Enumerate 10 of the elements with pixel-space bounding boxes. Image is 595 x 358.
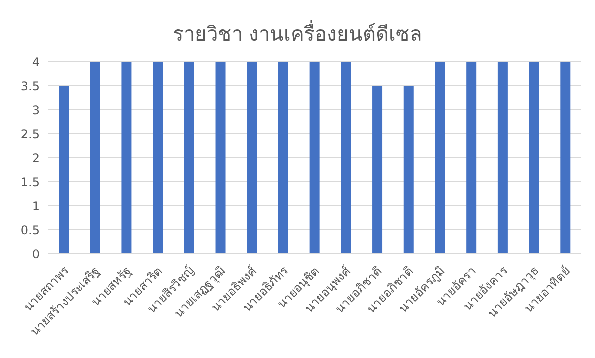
y-tick-label: 3	[32, 103, 40, 118]
y-tick-label: 2.5	[20, 127, 40, 142]
y-tick-label: 1	[32, 199, 40, 214]
chart-title: รายวิชา งานเครื่องยนต์ดีเซล	[172, 20, 424, 48]
y-tick-label: 1.5	[20, 175, 40, 190]
y-tick-label: 0.5	[20, 223, 40, 238]
y-tick-label: 0	[32, 247, 40, 262]
y-tick-label: 3.5	[20, 79, 40, 94]
y-tick-label: 2	[32, 151, 40, 166]
y-tick-label: 4	[32, 55, 40, 70]
